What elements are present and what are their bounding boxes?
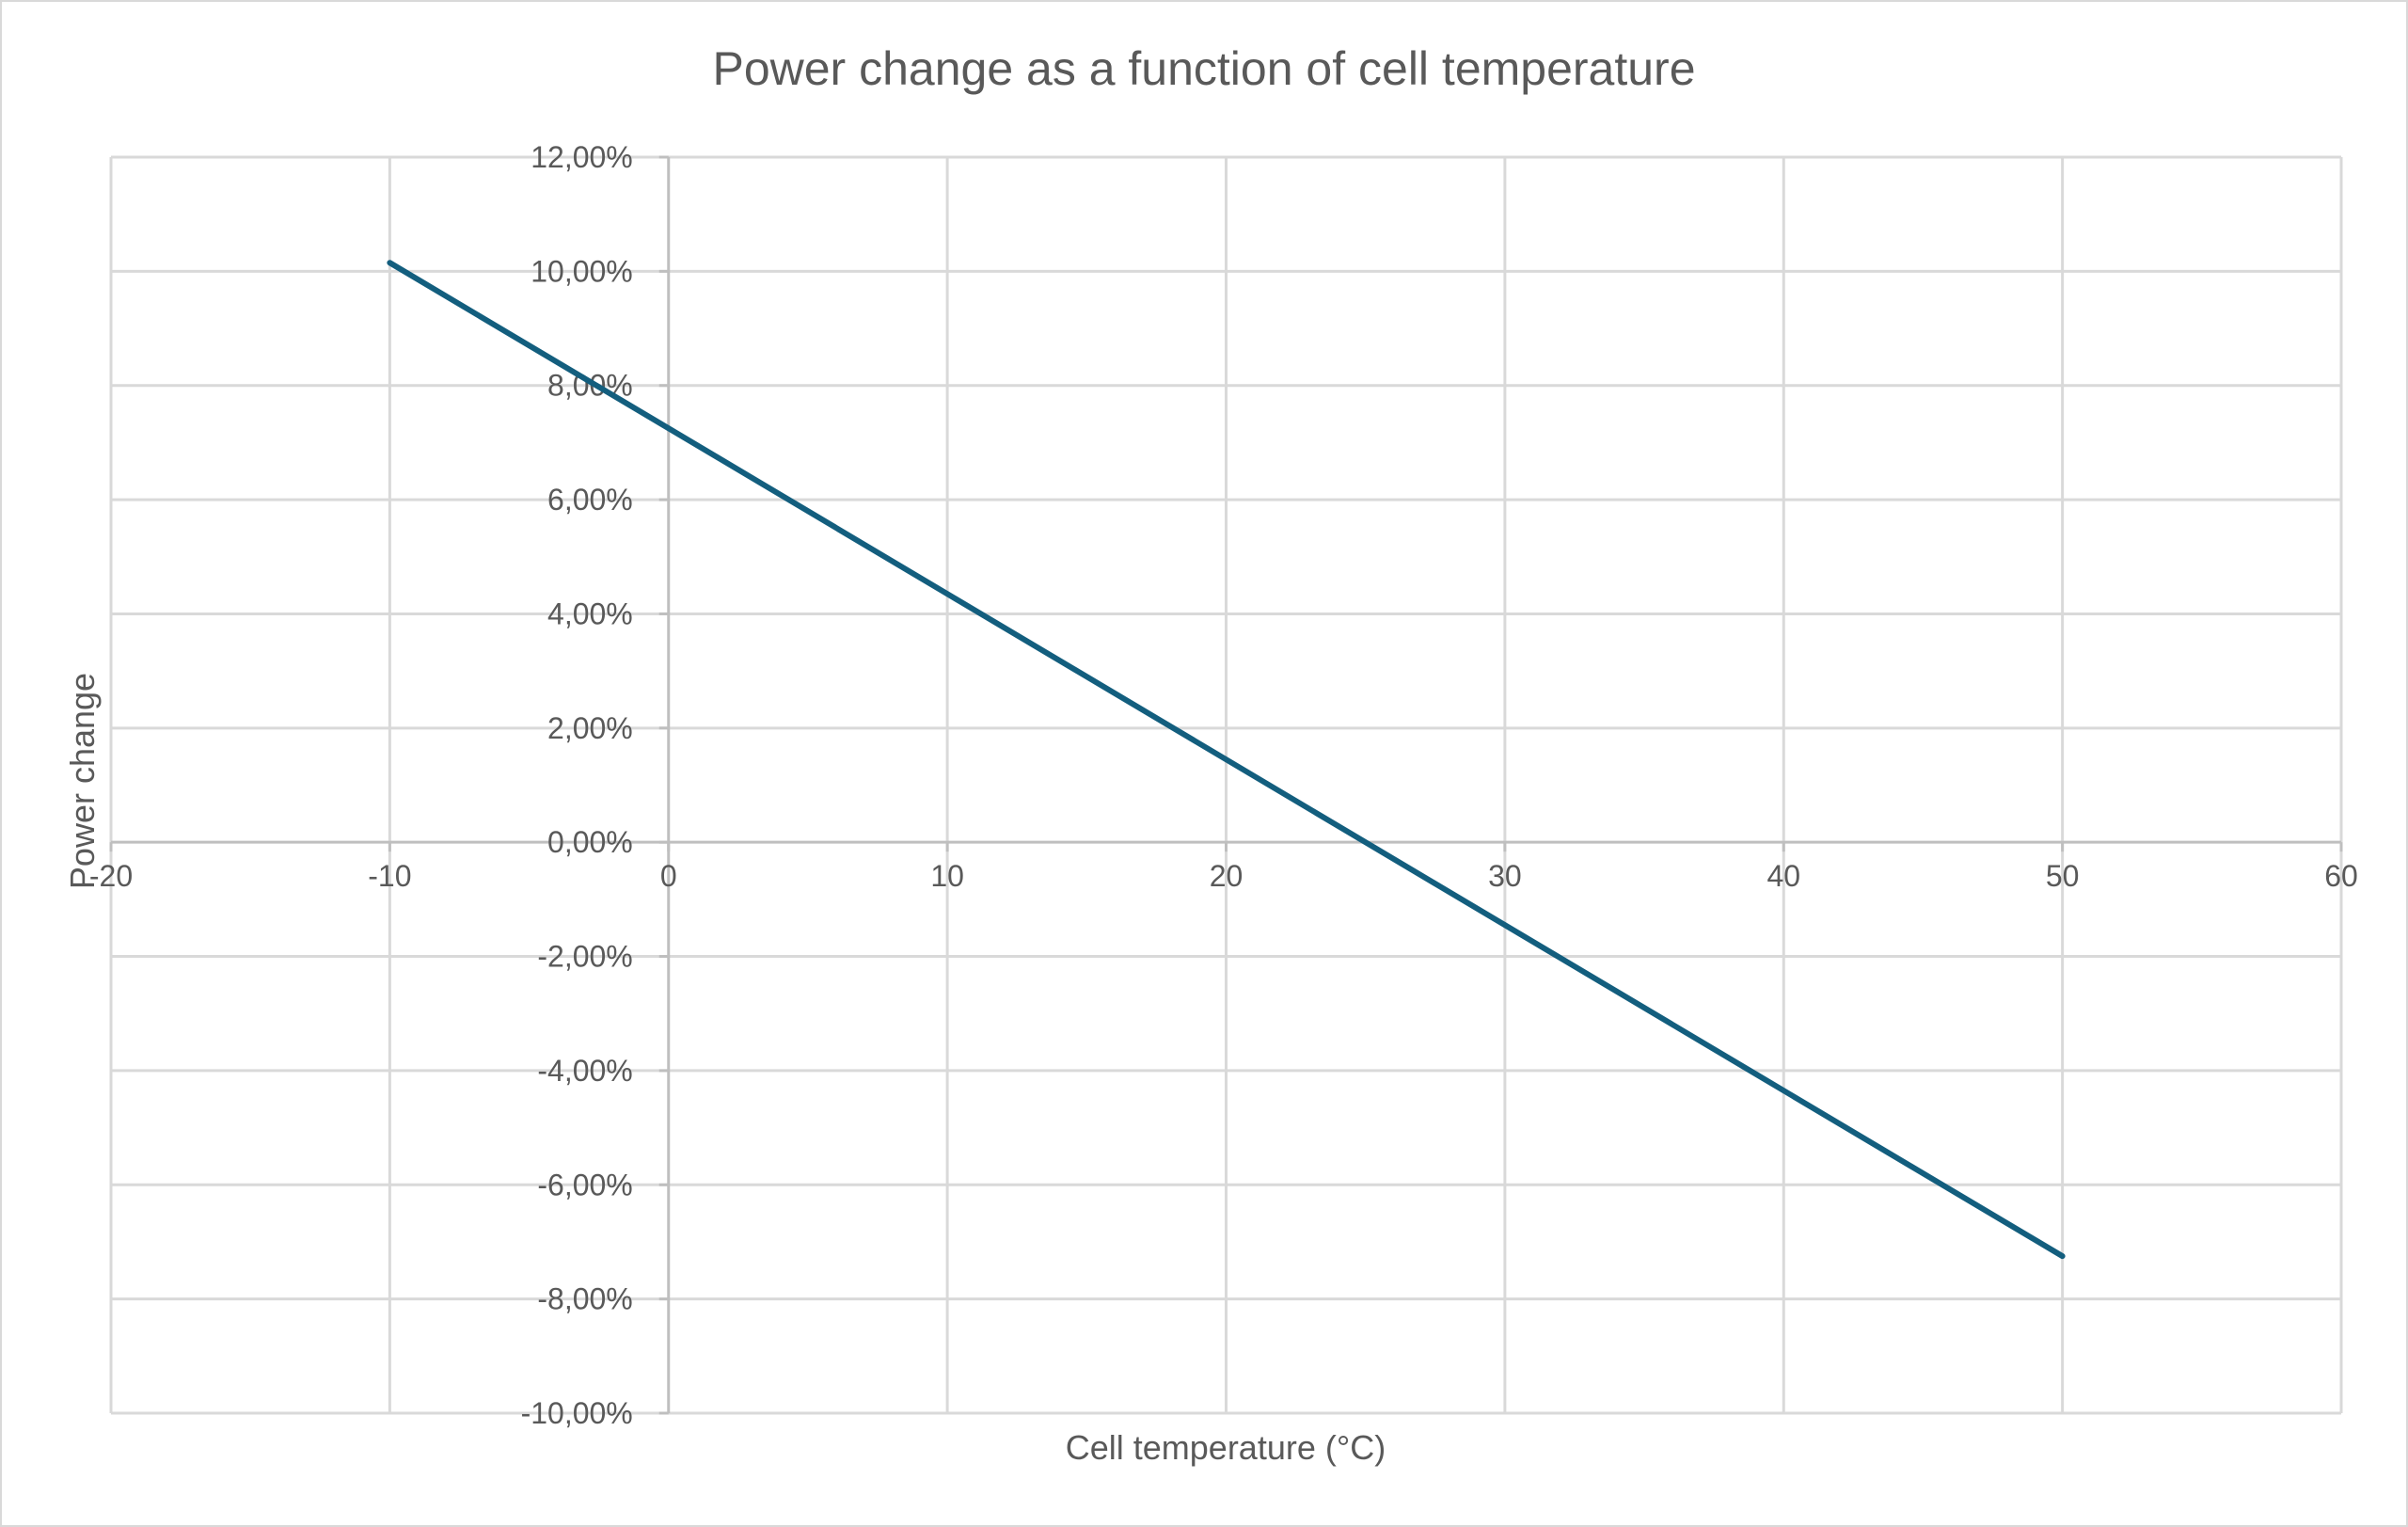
axes <box>109 155 2343 1415</box>
y-tick-label: 12,00% <box>531 140 633 174</box>
x-tick-label: 50 <box>2046 859 2080 893</box>
series <box>387 260 2066 1260</box>
y-tick-label: -4,00% <box>537 1054 632 1088</box>
y-tick-label: 4,00% <box>547 596 633 630</box>
y-tick-label: 6,00% <box>547 483 633 517</box>
x-tick-label: 10 <box>930 859 964 893</box>
x-tick-label: 60 <box>2324 859 2358 893</box>
tick-labels: -20 -10 0 10 20 30 40 50 6012,00%10,00%8,00%6,00… <box>89 140 2358 1430</box>
series-line <box>387 260 2066 1260</box>
y-tick-label: -10,00% <box>521 1396 633 1430</box>
y-tick-label: -8,00% <box>537 1282 632 1316</box>
y-tick-label: -6,00% <box>537 1168 632 1201</box>
y-tick-label: 10,00% <box>531 254 633 288</box>
y-tick-label: 2,00% <box>547 711 633 745</box>
x-axis-label: Cell temperature (°C) <box>1066 1428 1386 1467</box>
y-tick-label: 0,00% <box>547 825 633 859</box>
x-tick-label: 0 <box>660 859 677 893</box>
y-axis-label: Power change <box>63 673 102 889</box>
x-tick-label: 40 <box>1766 859 1800 893</box>
x-tick-label: 20 <box>1210 859 1244 893</box>
x-tick-label: -20 <box>89 859 133 893</box>
gridlines <box>109 155 2343 1415</box>
y-tick-label: -2,00% <box>537 940 632 974</box>
chart-title: Power change as a function of cell tempe… <box>712 42 1695 95</box>
x-tick-label: 30 <box>1488 859 1522 893</box>
x-tick-label: -10 <box>368 859 411 893</box>
